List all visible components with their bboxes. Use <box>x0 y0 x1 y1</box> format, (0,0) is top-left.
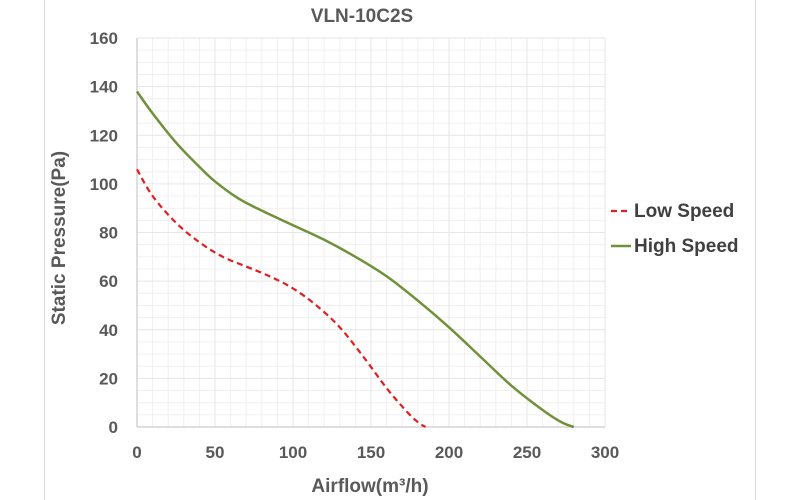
series-lines <box>135 90 575 429</box>
chart-title: VLN-10C2S <box>311 6 413 27</box>
y-tick-label: 100 <box>90 175 118 194</box>
y-tick-label: 120 <box>90 126 118 145</box>
legend: Low Speed High Speed <box>611 201 739 257</box>
x-tick-label: 150 <box>357 443 385 462</box>
y-tick-label: 80 <box>99 224 118 243</box>
legend-label-high-speed: High Speed <box>634 236 739 257</box>
x-tick-label: 200 <box>435 443 463 462</box>
x-axis-title: Airflow(m³/h) <box>311 476 428 497</box>
x-tick-label: 300 <box>591 443 619 462</box>
series-line-high-speed <box>135 90 575 429</box>
legend-label-low-speed: Low Speed <box>634 201 734 222</box>
x-tick-label: 100 <box>279 443 307 462</box>
y-tick-label: 20 <box>99 369 118 388</box>
y-tick-label: 0 <box>109 418 118 437</box>
frame-right-border <box>755 0 756 500</box>
x-tick-label: 0 <box>132 443 141 462</box>
y-tick-label: 160 <box>90 29 118 48</box>
y-tick-label: 140 <box>90 78 118 97</box>
y-tick-label: 40 <box>99 321 118 340</box>
x-tick-label: 50 <box>206 443 225 462</box>
y-axis-title: Static Pressure(Pa) <box>49 151 70 325</box>
x-tick-label: 250 <box>513 443 541 462</box>
series-line-low-speed <box>136 168 427 428</box>
frame-left-border <box>44 0 45 500</box>
axes: 0 50 100 150 200 250 300 0 20 40 60 80 100 120 140 160 <box>90 29 620 462</box>
grid <box>136 37 606 428</box>
y-tick-label: 60 <box>99 272 118 291</box>
